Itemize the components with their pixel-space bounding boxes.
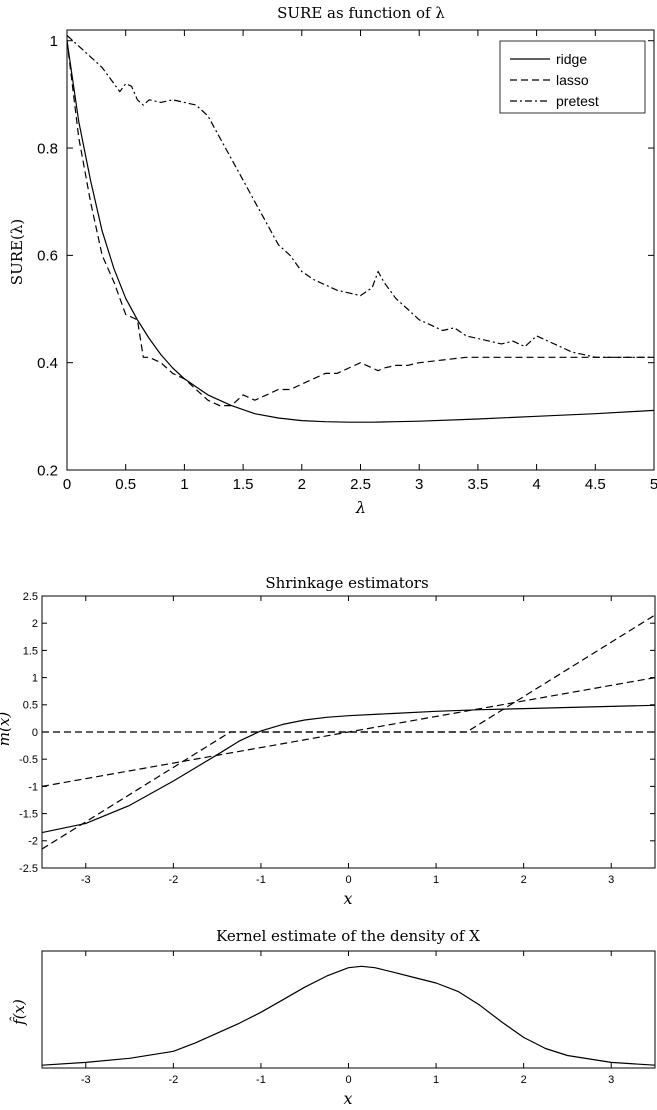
sure-chart-y-axis-label: SURE(λ) — [8, 219, 26, 285]
sure-chart-plot-frame — [66, 29, 655, 471]
density-chart-title: Kernel estimate of the density of X — [216, 927, 480, 945]
shrinkage-y-tick-label: -1 — [28, 781, 38, 793]
shrinkage-x-tick-label: -3 — [81, 874, 91, 886]
shrinkage-x-tick-label: 1 — [433, 874, 439, 886]
shrinkage-chart-plot-frame — [41, 595, 656, 869]
shrinkage-series-line-curve-3 — [41, 614, 656, 850]
sure-x-tick-label: 1 — [180, 476, 188, 493]
shrinkage-series-line-curve-2 — [41, 677, 656, 787]
shrinkage-y-tick-label: 2 — [32, 618, 38, 630]
sure-x-tick-label: 4 — [532, 476, 540, 493]
legend-box — [499, 40, 646, 114]
density-chart-series — [41, 965, 656, 1066]
density-x-tick-label: -1 — [256, 1074, 266, 1086]
density-x-tick-label: 0 — [345, 1074, 351, 1086]
shrinkage-y-tick-label: 0.5 — [23, 700, 38, 712]
shrinkage-chart-title: Shrinkage estimators — [265, 574, 428, 592]
sure-y-tick-label: 0.6 — [37, 248, 58, 265]
density-x-tick-label: -2 — [168, 1074, 178, 1086]
density-x-tick-label: 3 — [608, 1074, 614, 1086]
shrinkage-y-tick-label: 1 — [32, 672, 38, 684]
shrinkage-chart-x-axis-label: x — [343, 889, 352, 908]
sure-x-tick-label: 3 — [415, 476, 423, 493]
shrinkage-y-tick-label: -1.5 — [19, 808, 38, 820]
shrinkage-chart-ticks: -3 -2 -1 0 1 2 3 -2.5 -2 -1.5 -1 -0.5 0 0.5 1 1.5 2 2.5 — [19, 591, 655, 886]
shrinkage-x-tick-label: 0 — [345, 874, 351, 886]
sure-series-line-lasso — [66, 40, 654, 407]
density-series-line-curve-1 — [41, 965, 656, 1066]
legend-label-ridge: ridge — [556, 51, 587, 67]
density-chart-y-axis-label: f̂(x) — [10, 999, 28, 1026]
sure-x-tick-label: 5 — [650, 476, 657, 493]
legend-label-lasso: lasso — [556, 72, 589, 88]
shrinkage-y-tick-label: -2.5 — [19, 863, 38, 875]
sure-chart-series — [66, 34, 655, 423]
density-chart-plot-frame — [41, 950, 656, 1069]
shrinkage-y-tick-label: 0 — [32, 727, 38, 739]
shrinkage-y-tick-label: -2 — [28, 836, 38, 848]
sure-chart-ticks: 0 0.5 1 1.5 2 2.5 3 3.5 4 4.5 5 0.2 0.4 0.6 0.8 1 — [37, 30, 657, 493]
shrinkage-chart-series — [41, 614, 656, 850]
shrinkage-x-tick-label: -2 — [168, 874, 178, 886]
sure-x-tick-label: 4.5 — [585, 476, 606, 493]
sure-x-tick-label: 2 — [298, 476, 306, 493]
sure-x-tick-label: 0 — [63, 476, 71, 493]
sure-x-tick-label: 1.5 — [233, 476, 254, 493]
density-chart-ticks: -3 -2 -1 0 1 2 3 — [81, 951, 614, 1086]
density-x-tick-label: 2 — [521, 1074, 527, 1086]
shrinkage-x-tick-label: -1 — [256, 874, 266, 886]
density-chart: Kernel estimate of the density of X f̂(x… — [10, 927, 656, 1108]
shrinkage-chart: Shrinkage estimators m(x) x -3 -2 -1 0 1 2 3 -2… — [0, 574, 656, 908]
shrinkage-y-tick-label: 2.5 — [23, 591, 38, 603]
shrinkage-series-line-curve-1 — [41, 704, 656, 834]
sure-chart: SURE as function of λ SURE(λ) λ 0 0.5 1 1.5… — [8, 4, 657, 517]
sure-x-tick-label: 3.5 — [467, 476, 488, 493]
sure-y-tick-label: 0.4 — [37, 355, 58, 372]
shrinkage-x-tick-label: 2 — [521, 874, 527, 886]
density-x-tick-label: -3 — [81, 1074, 91, 1086]
shrinkage-chart-y-axis-label: m(x) — [0, 712, 13, 747]
sure-x-tick-label: 2.5 — [350, 476, 371, 493]
sure-chart-x-axis-label: λ — [355, 498, 366, 517]
shrinkage-y-tick-label: 1.5 — [23, 645, 38, 657]
sure-chart-title: SURE as function of λ — [277, 4, 445, 22]
shrinkage-x-tick-label: 3 — [608, 874, 614, 886]
sure-series-line-pretest — [66, 34, 654, 358]
sure-x-tick-label: 0.5 — [115, 476, 136, 493]
density-x-tick-label: 1 — [433, 1074, 439, 1086]
sure-y-tick-label: 0.8 — [37, 140, 58, 157]
legend-label-pretest: pretest — [556, 93, 599, 109]
shrinkage-y-tick-label: -0.5 — [19, 754, 38, 766]
density-chart-x-axis-label: x — [343, 1089, 352, 1108]
sure-series-line-ridge — [66, 40, 655, 423]
sure-y-tick-label: 0.2 — [37, 462, 58, 479]
sure-y-tick-label: 1 — [50, 33, 58, 50]
sure-chart-legend: ridge lasso pretest — [499, 40, 646, 114]
